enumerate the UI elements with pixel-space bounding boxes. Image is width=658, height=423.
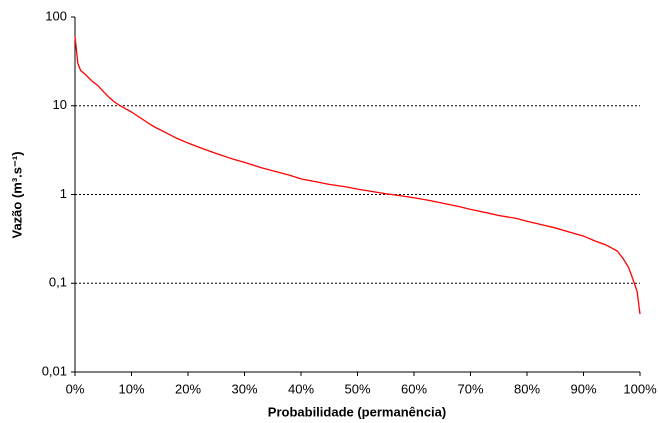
x-tick-label: 40% [288, 381, 314, 396]
y-tick-label: 0,01 [42, 363, 67, 378]
x-axis-title: Probabilidade (permanência) [268, 404, 446, 419]
x-tick-label: 100% [623, 381, 657, 396]
x-tick-label: 0% [66, 381, 85, 396]
x-tick-label: 50% [344, 381, 370, 396]
y-tick-label: 10 [53, 97, 67, 112]
x-tick-label: 20% [175, 381, 201, 396]
x-tick-label: 80% [514, 381, 540, 396]
y-axis-title: Vazão (m³.s⁻¹) [9, 151, 24, 238]
y-tick-label: 0,1 [49, 275, 67, 290]
data-line [74, 36, 641, 315]
x-tick-label: 60% [401, 381, 427, 396]
x-tick-label: 10% [118, 381, 144, 396]
x-tick-label: 90% [570, 381, 596, 396]
y-tick-label: 1 [60, 186, 67, 201]
x-tick-label: 70% [457, 381, 483, 396]
y-tick-label: 100 [45, 8, 67, 23]
x-tick-label: 30% [231, 381, 257, 396]
